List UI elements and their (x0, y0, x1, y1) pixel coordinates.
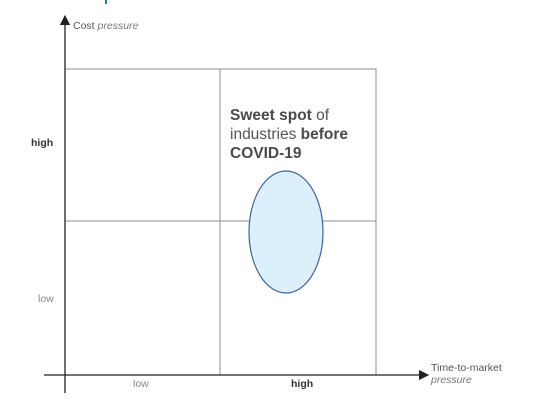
sweet-spot-ellipse (248, 170, 324, 294)
blue-accent-mark (105, 0, 107, 4)
y-axis-title: Cost pressure (73, 20, 138, 32)
x-tick-low: low (133, 378, 149, 390)
annotation-before-covid: before COVID-19 (230, 126, 349, 162)
annotation-sweet-spot: Sweet spot (230, 107, 312, 124)
sweet-spot-annotation: Sweet spot of industries before COVID-19 (230, 106, 390, 163)
x-axis-title: Time-to-market pressure (431, 362, 502, 386)
y-tick-high: high (31, 137, 54, 149)
annotation-middle-text: of industries (230, 107, 330, 143)
y-tick-low: low (38, 293, 54, 305)
x-tick-high: high (291, 378, 314, 390)
x-axis-title-emphasis: pressure (431, 374, 472, 386)
x-axis-title-main: Time-to-market (431, 362, 502, 374)
y-axis-title-emphasis: pressure (97, 20, 139, 32)
y-axis-title-main: Cost (73, 20, 95, 32)
